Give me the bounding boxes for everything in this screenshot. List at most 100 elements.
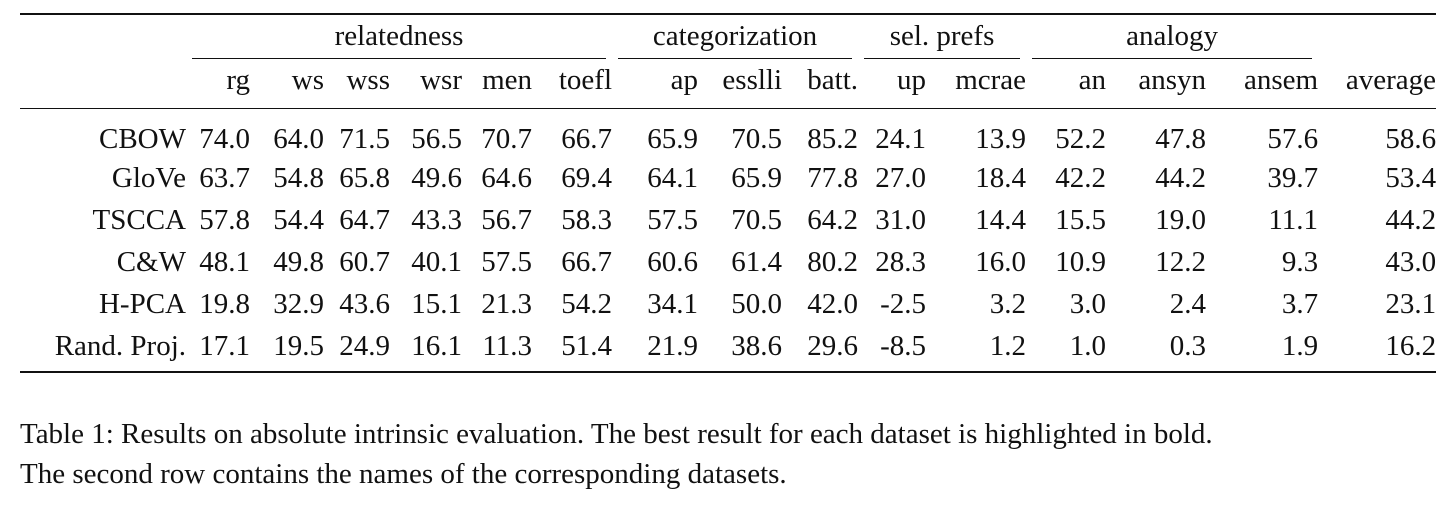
table-caption: Table 1: Results on absolute intrinsic e… <box>20 414 1430 494</box>
table-cell: 57.6 <box>1267 122 1319 155</box>
table-cell: 19.8 <box>199 287 250 320</box>
group-relatedness: relatedness <box>186 13 613 63</box>
table-cell: 57.5 <box>481 245 532 278</box>
table-cell: 34.1 <box>647 287 699 320</box>
table-cell: 64.1 <box>647 161 699 194</box>
table-cell: 58.6 <box>1385 122 1437 155</box>
dataset-header: ansyn <box>1138 64 1207 96</box>
corner-cell <box>20 63 186 109</box>
table-cell: 15.5 <box>1055 203 1107 236</box>
table-cell: 23.1 <box>1385 287 1437 320</box>
table-cell: 71.5 <box>339 122 390 155</box>
table-cell: 63.7 <box>199 161 250 194</box>
method-name: CBOW <box>99 122 186 155</box>
table-cell: 31.0 <box>875 203 927 236</box>
table-cell: 2.4 <box>1169 287 1207 320</box>
table-cell: 54.4 <box>273 203 324 236</box>
table-cell: 56.5 <box>411 122 462 155</box>
table-cell: 52.2 <box>1055 122 1107 155</box>
dataset-header: ws <box>291 64 324 96</box>
table-cell: 12.2 <box>1155 245 1207 278</box>
table-cell: 74.0 <box>199 122 250 155</box>
table-cell: 3.7 <box>1281 287 1319 320</box>
caption-line: Table 1: Results on absolute intrinsic e… <box>20 418 1213 450</box>
method-name: TSCCA <box>92 203 186 236</box>
method-name: C&W <box>116 245 186 278</box>
table-cell: 18.4 <box>975 161 1027 194</box>
table-cell: -8.5 <box>858 325 927 373</box>
table-cell: 80.2 <box>807 245 859 278</box>
group-categorization: categorization <box>612 13 859 63</box>
table-cell: 65.9 <box>647 122 699 155</box>
table-cell: 39.7 <box>1267 161 1319 194</box>
table-cell: 43.6 <box>339 287 390 320</box>
table-cell: 11.1 <box>1268 203 1319 236</box>
table-cell: 24.9 <box>324 325 390 373</box>
table-cell: 38.6 <box>698 325 783 373</box>
table-cell: 44.2 <box>1155 161 1207 194</box>
group-header-row: relatedness categorization sel. prefs an… <box>20 13 1437 63</box>
table-cell: 44.2 <box>1385 203 1437 236</box>
table-cell: 66.7 <box>561 122 613 155</box>
table-cell: 16.2 <box>1318 325 1437 373</box>
dataset-header: ansem <box>1243 64 1319 96</box>
table-row: H-PCA 19.8 32.9 43.6 15.1 21.3 54.2 34.1 50.0 42.… <box>20 283 1436 325</box>
table-cell: -2.5 <box>880 287 927 320</box>
table-cell: 64.6 <box>481 161 532 194</box>
table-cell: 57.8 <box>199 203 250 236</box>
table-cell: 64.7 <box>339 203 390 236</box>
table-cell: 13.9 <box>975 122 1027 155</box>
method-name: Rand. Proj. <box>20 325 186 373</box>
table-cell: 47.8 <box>1155 122 1207 155</box>
table-cell: 15.1 <box>411 287 462 320</box>
table-cell: 0.3 <box>1106 325 1207 373</box>
dataset-header: rg <box>226 64 250 96</box>
dataset-header: men <box>482 64 532 96</box>
table-cell: 21.9 <box>612 325 699 373</box>
table-cell: 65.8 <box>339 161 390 194</box>
table-cell: 64.0 <box>273 122 324 155</box>
table-cell: 49.6 <box>411 161 462 194</box>
table-cell: 54.8 <box>273 161 324 194</box>
table-row: CBOW 74.0 64.0 71.5 56.5 70.7 66.7 65.9 70.5 85.2… <box>20 109 1436 158</box>
table-cell: 66.7 <box>561 245 613 278</box>
group-sel-prefs: sel. prefs <box>858 13 1027 63</box>
table-cell: 28.3 <box>875 245 927 278</box>
table-row: GloVe 63.7 54.8 65.8 49.6 64.6 69.4 64.1 65.9 77.… <box>20 157 1436 199</box>
table-cell: 42.0 <box>807 287 859 320</box>
dataset-header: batt. <box>807 64 859 96</box>
dataset-header: wss <box>346 64 390 96</box>
caption-line: The second row contains the names of the… <box>20 458 787 490</box>
table-cell: 16.1 <box>390 325 462 373</box>
corner-cell-right <box>1318 13 1437 63</box>
table-cell: 61.4 <box>731 245 783 278</box>
table-cell: 9.3 <box>1281 245 1319 278</box>
table-cell: 17.1 <box>186 325 250 373</box>
table-cell: 50.0 <box>731 287 783 320</box>
method-name: GloVe <box>111 161 186 194</box>
table-cell: 27.0 <box>875 161 927 194</box>
table-cell: 49.8 <box>273 245 324 278</box>
table-cell: 29.6 <box>782 325 859 373</box>
table-cell: 60.7 <box>339 245 390 278</box>
table-cell: 1.2 <box>926 325 1027 373</box>
table-cell: 85.2 <box>807 122 859 155</box>
table-cell: 54.2 <box>561 287 613 320</box>
table-cell: 24.1 <box>875 122 927 155</box>
table-cell: 43.3 <box>411 203 462 236</box>
table-cell: 40.1 <box>411 245 462 278</box>
table-cell: 11.3 <box>462 325 532 373</box>
table-cell: 48.1 <box>199 245 250 278</box>
dataset-header: up <box>897 64 927 96</box>
dataset-header: ap <box>670 64 699 96</box>
table-cell: 3.2 <box>989 287 1027 320</box>
table-cell: 14.4 <box>975 203 1027 236</box>
table-cell: 19.5 <box>250 325 324 373</box>
table-cell: 57.5 <box>647 203 699 236</box>
table-cell: 19.0 <box>1155 203 1207 236</box>
table-cell: 64.2 <box>807 203 859 236</box>
table-cell: 32.9 <box>273 287 324 320</box>
dataset-header: toefl <box>558 64 613 96</box>
table-row: Rand. Proj. 17.1 19.5 24.9 16.1 11.3 51.4 21.9 3… <box>20 325 1437 373</box>
table-cell: 56.7 <box>481 203 532 236</box>
